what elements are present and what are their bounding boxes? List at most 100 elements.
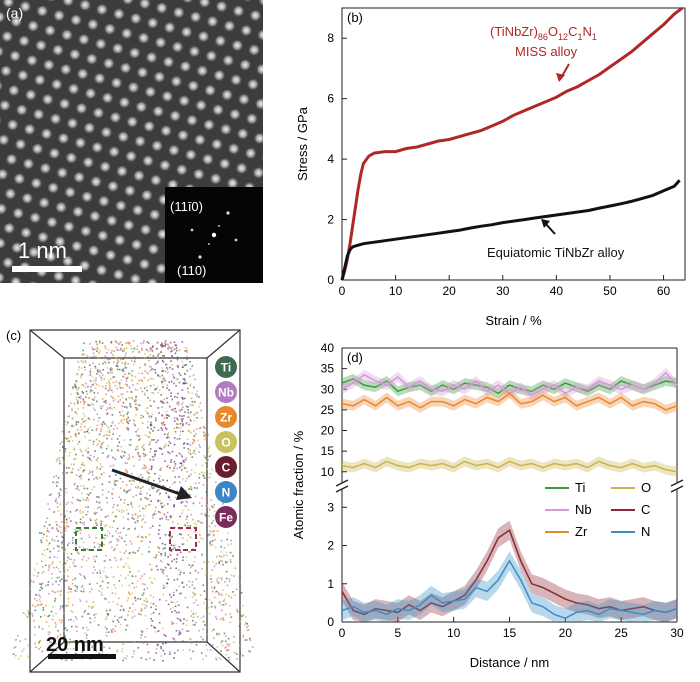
atom-dot [71,501,73,503]
atom-dot [160,559,162,562]
atom-dot [200,513,203,515]
atom-dot [181,581,183,584]
atom-dot [179,374,182,376]
atom-dot [167,348,169,351]
atom-dot [49,550,51,553]
atom-dot [69,511,72,513]
atom-dot [76,551,79,553]
atom-dot [48,530,50,533]
atom-dot [153,426,156,429]
atom-dot [161,400,164,402]
atom-dot [91,384,93,386]
atom-dot [102,421,105,423]
atom-dot [27,609,29,612]
atom-dot [73,484,76,486]
atom-dot [93,455,95,458]
atom-dot [75,522,78,524]
atom-dot [183,364,186,367]
atom-dot [140,657,143,659]
atom-dot [145,348,148,351]
atom-dot [194,593,196,595]
atom-dot [118,580,121,582]
atom-dot [91,471,94,473]
atom-dot [46,539,48,542]
atom-dot [55,612,57,615]
atom-dot [62,606,65,609]
atom-dot [130,472,133,475]
atom-dot [104,618,107,620]
atom-dot [149,349,151,352]
atom-dot [72,561,75,564]
atom-dot [208,599,211,601]
atom-dot [179,462,182,464]
atom-dot [169,515,171,517]
atom-dot [56,637,59,639]
atom-dot [157,375,160,377]
atom-dot [194,569,197,572]
atom-dot [119,341,122,343]
atom-dot [76,509,78,511]
x-tick-label: 0 [339,284,346,298]
atom-dot [150,568,153,571]
atom-dot [73,425,75,427]
atom-dot [121,481,124,483]
atom-dot [203,621,206,623]
atom-dot [96,582,98,585]
atom-dot [157,546,159,548]
atom-dot [154,455,156,457]
atom-dot [55,481,58,484]
atom-dot [105,382,108,384]
atom-dot [131,582,134,585]
atom-dot [106,456,108,459]
atom-dot [34,593,37,596]
atom-dot [13,647,16,649]
atom-dot [117,621,120,623]
atom-dot [216,555,218,558]
atom-dot [59,580,61,582]
atom-dot [14,639,17,641]
atom-dot [194,531,197,533]
atom-dot [199,534,201,536]
atom-dot [82,541,85,544]
atom-dot [167,451,169,453]
atom-dot [71,625,73,628]
atom-dot [183,586,185,588]
atom-dot [60,526,62,529]
atom-dot [147,480,149,482]
atom-dot [187,534,190,536]
atom-dot [142,583,144,585]
atom-dot [57,568,60,570]
atom-dot [62,567,65,569]
atom-dot [130,347,133,350]
atom-dot [220,577,223,579]
atom-dot [195,428,198,430]
atom-dot [132,340,135,342]
atom-dot [134,357,136,360]
atom-dot [156,644,159,647]
atom-dot [164,445,166,447]
atom-dot [114,484,117,486]
atom-dot [74,528,77,531]
atom-dot [107,582,109,584]
atom-dot [85,626,88,629]
atom-dot [54,500,57,502]
atom-dot [124,355,126,357]
atom-dot [162,593,164,596]
atom-dot [80,429,83,431]
atom-dot [89,517,91,520]
atom-dot [61,543,63,545]
atom-dot [109,387,111,390]
atom-dot [117,566,119,568]
atom-dot [90,386,92,388]
atom-dot [70,553,73,555]
atom-dot [161,429,164,431]
atom-dot [88,432,90,434]
atom-dot [88,494,90,496]
atom-dot [100,430,102,433]
atom-dot [91,588,93,590]
atom-dot [80,590,83,593]
atom-dot [171,398,173,401]
atom-dot [15,654,17,657]
atom-dot [93,558,96,561]
atom-dot [224,613,227,616]
